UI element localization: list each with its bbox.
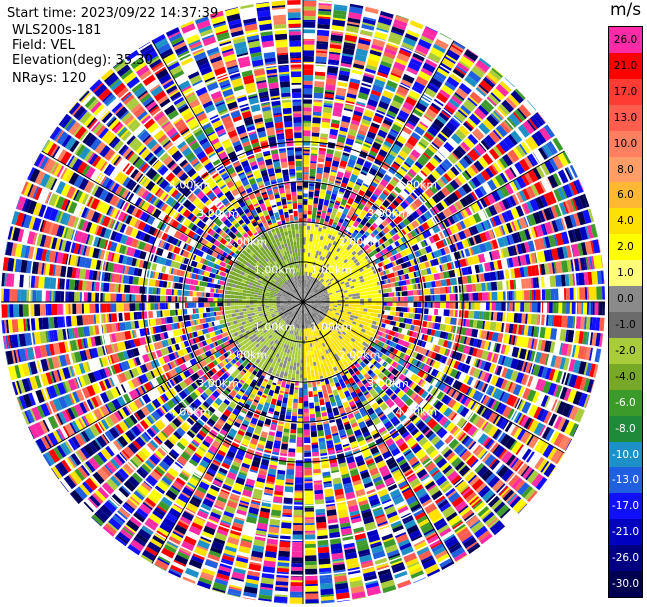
colorbar-label: 2.0 xyxy=(617,241,634,254)
colorbar-label: 21.0 xyxy=(613,59,638,72)
azimuth-spoke xyxy=(302,40,455,303)
colorbar-label: -10.0 xyxy=(611,448,640,461)
range-ring-label: 2.00km xyxy=(339,349,381,362)
start-time-text: Start time: 2023/09/22 14:37:39 xyxy=(7,6,219,21)
azimuth-spoke xyxy=(151,301,304,564)
colorbar-label: 1.0 xyxy=(617,267,634,280)
colorbar-swatch xyxy=(609,260,642,287)
colorbar-swatch xyxy=(609,337,642,365)
range-ring-label: 3.00km xyxy=(197,377,239,390)
range-ring-label: 3.00km xyxy=(367,377,409,390)
colorbar-label: -4.0 xyxy=(615,370,636,383)
colorbar-swatch xyxy=(609,78,642,106)
colorbar-label: 0.0 xyxy=(617,293,634,306)
colorbar-label: 13.0 xyxy=(613,111,638,124)
nrays-text: NRays: 120 xyxy=(12,71,87,86)
colorbar-swatch xyxy=(609,234,642,261)
range-ring-label: 2.00km xyxy=(339,235,381,248)
range-ring-label: 4.00km xyxy=(396,179,438,192)
colorbar-swatch xyxy=(609,545,642,572)
colorbar-swatch xyxy=(609,52,642,80)
site-name-text: WLS200s-181 xyxy=(12,23,102,38)
colorbar-swatch xyxy=(609,389,642,417)
range-ring-label: 4.00km xyxy=(169,405,211,418)
colorbar-swatch xyxy=(609,493,642,520)
colorbar-swatch xyxy=(609,27,642,54)
range-ring-label: 3.00km xyxy=(367,207,409,220)
colorbar-swatch xyxy=(609,415,642,443)
range-ring-label: 1.00km xyxy=(311,264,353,277)
colorbar-label: -2.0 xyxy=(615,344,636,357)
colorbar-swatch xyxy=(609,571,642,598)
azimuth-spoke xyxy=(302,301,565,454)
colorbar-label: 6.0 xyxy=(617,189,634,202)
colorbar-label: -26.0 xyxy=(611,552,640,565)
elevation-text: Elevation(deg): 35.30 xyxy=(12,53,153,68)
colorbar-label: -30.0 xyxy=(611,578,640,591)
colorbar-label: -21.0 xyxy=(611,526,640,539)
colorbar-swatch xyxy=(609,286,642,313)
velocity-gates xyxy=(1,0,605,604)
azimuth-spoke xyxy=(151,40,304,303)
range-ring-labels: 1.00km 1.00km 1.00km 1.00km 2.00km 2.00km 2.00… xyxy=(169,179,437,419)
colorbar-swatch xyxy=(609,104,642,132)
azimuth-spoke xyxy=(302,301,455,564)
range-ring-label: 4.00km xyxy=(396,405,438,418)
colorbar-swatch xyxy=(609,312,642,339)
azimuth-spoke xyxy=(302,150,565,303)
colorbar-swatch xyxy=(609,156,642,183)
colorbar-label: 26.0 xyxy=(613,33,638,46)
colorbar-label: -1.0 xyxy=(615,318,636,331)
azimuth-spokes xyxy=(1,0,605,604)
colorbar-swatch xyxy=(609,208,642,235)
range-ring-label: 1.00km xyxy=(254,264,296,277)
colorbar-swatch xyxy=(609,363,642,391)
colorbar-swatch xyxy=(609,441,642,468)
azimuth-spoke xyxy=(41,150,304,303)
colorbar-swatch xyxy=(609,467,642,494)
azimuth-spoke xyxy=(41,301,304,454)
field-text: Field: VEL xyxy=(12,38,75,53)
range-ring-label: 1.00km xyxy=(254,320,296,333)
range-ring-label: 4.00km xyxy=(169,179,211,192)
colorbar-swatch xyxy=(609,130,642,158)
colorbar-units: m/s xyxy=(610,0,642,20)
colorbar-label: -8.0 xyxy=(615,422,636,435)
range-ring-label: 1.00km xyxy=(311,320,353,333)
colorbar-label: -6.0 xyxy=(615,396,636,409)
colorbar-label: -13.0 xyxy=(611,474,640,487)
range-ring-label: 3.00km xyxy=(197,207,239,220)
range-ring-label: 2.00km xyxy=(226,349,268,362)
colorbar: 26.0 21.0 17.0 13.0 10.0 8.0 6.0 4.0 2.0 1.0 0.0 -1… xyxy=(608,26,643,598)
colorbar-label: 8.0 xyxy=(617,163,634,176)
colorbar-label: 17.0 xyxy=(613,85,638,98)
colorbar-label: -17.0 xyxy=(611,500,640,513)
colorbar-swatch xyxy=(609,519,642,546)
colorbar-label: 10.0 xyxy=(613,137,638,150)
range-ring-label: 2.00km xyxy=(226,235,268,248)
colorbar-swatch xyxy=(609,182,642,209)
colorbar-label: 4.0 xyxy=(617,215,634,228)
